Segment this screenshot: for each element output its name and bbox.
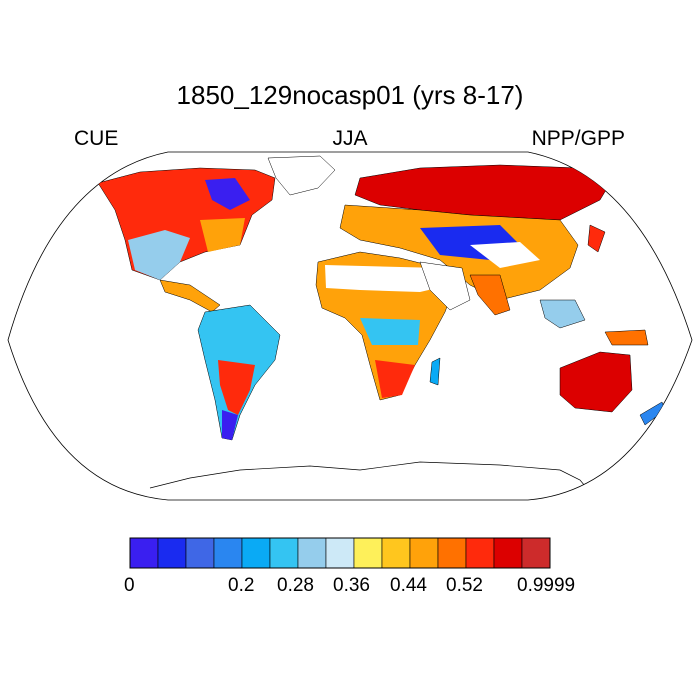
madagascar-region [429,357,441,386]
map-title: 1850_129nocasp01 (yrs 8-17) [176,80,524,110]
colorbar-swatch [521,537,551,569]
north-america-west [128,230,190,280]
colorbar-tick: 0.36 [333,575,370,596]
central-africa-region [360,318,420,345]
colorbar-tick: 0.28 [277,575,314,596]
colorbar-swatch [353,537,383,569]
eurasia-north-region [354,164,613,221]
sahara-region [325,265,450,292]
greenland-region [267,155,336,196]
colorbar-swatch [241,537,271,569]
japan-region [587,224,606,253]
colorbar-swatch [185,537,215,569]
south-asia-region [469,274,511,316]
colorbar-tick: 0.2 [228,575,255,596]
southeast-asia-region [539,299,586,329]
new-guinea-region [604,329,649,346]
colorbar-swatch [493,537,523,569]
southern-africa-region [375,360,415,398]
variable-label: CUE [74,127,119,150]
colorbar-swatch [157,537,187,569]
season-label: JJA [332,127,368,150]
colorbar-swatch [297,537,327,569]
units-label: NPP/GPP [531,127,625,150]
south-america-south [218,360,255,415]
colorbar-swatch [213,537,243,569]
tibet-region [470,242,540,268]
hudson-bay-region [205,178,250,210]
colorbar-frame [129,537,551,569]
colorbar-swatch [129,537,159,569]
north-america-east [200,218,245,252]
colorbar-swatch [409,537,439,569]
colorbar-swatch [381,537,411,569]
arabia-region [419,261,471,311]
colorbar-tick: 0 [124,575,135,596]
colorbar-swatch [325,537,355,569]
colorbar-swatch [437,537,467,569]
antarctica-outline [149,461,591,493]
colorbar-tick: 0.9999 [517,575,576,596]
colorbar-swatch [465,537,495,569]
colorbar-tick: 0.44 [390,575,427,596]
colorbar-tick: 0.52 [446,575,483,596]
patagonia-region [222,410,238,440]
colorbar-swatch [269,537,299,569]
australia-region [559,351,633,413]
